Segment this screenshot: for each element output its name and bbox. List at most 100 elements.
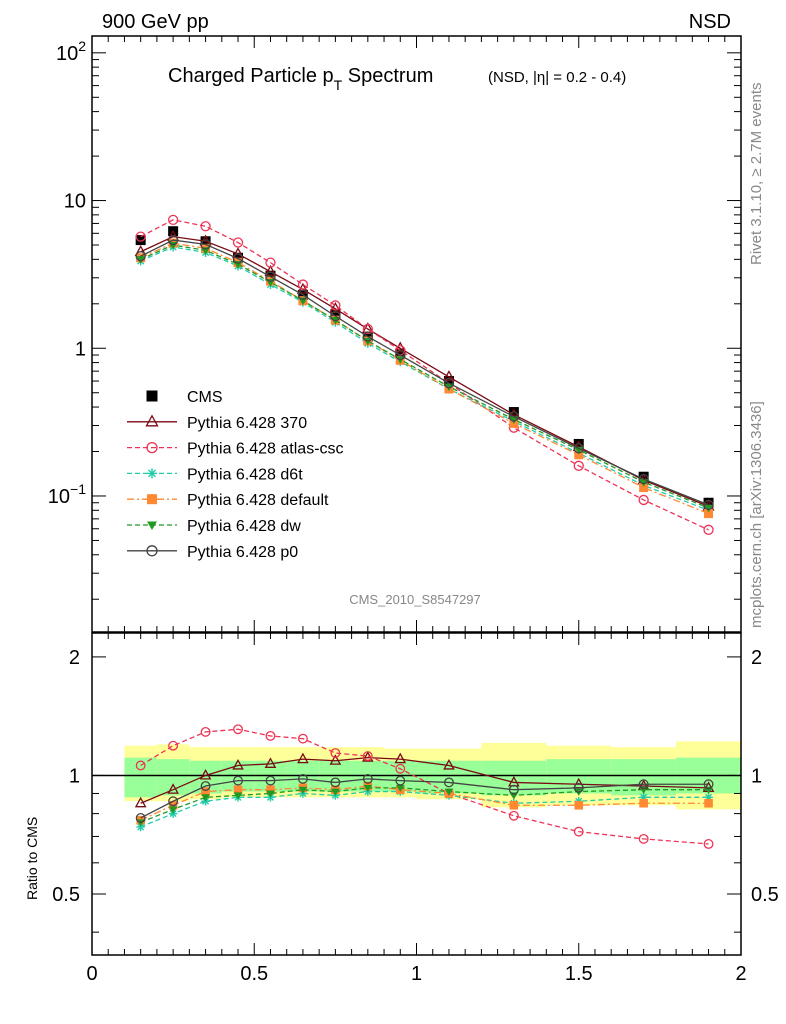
marker-circle [135, 251, 146, 262]
legend-label: Pythia 6.428 atlas-csc [187, 441, 344, 458]
marker-square [266, 785, 275, 795]
marker-triangle-down [444, 788, 454, 796]
marker-triangle-down [363, 784, 373, 793]
marker-triangle [199, 768, 212, 780]
ratio-y-tick-label: 0.5 [52, 884, 80, 906]
marker-triangle [264, 757, 277, 768]
main-plot-series [134, 214, 715, 535]
marker-triangle [297, 752, 309, 764]
marker-circle [330, 310, 341, 322]
marker-circle [200, 781, 211, 791]
ratio-line [140, 787, 709, 823]
marker-circle [265, 271, 276, 282]
ratio-line [140, 778, 709, 819]
marker-circle [135, 760, 146, 771]
marker-triangle [394, 341, 407, 353]
x-tick-label: 1 [411, 963, 422, 985]
legend-item: Pythia 6.428 dw [127, 518, 301, 535]
band-inner [416, 760, 482, 794]
marker-circle [233, 724, 243, 735]
legend-item: Pythia 6.428 370 [127, 414, 307, 432]
marker-circle [232, 253, 244, 264]
series-line [140, 244, 709, 509]
marker-circle [167, 214, 179, 226]
top-frame [91, 35, 742, 633]
tick-base: 10 [56, 43, 78, 65]
marker-star [704, 793, 713, 802]
marker-triangle-down [574, 446, 584, 455]
marker-star [147, 468, 157, 479]
marker-circle [146, 441, 158, 454]
marker-circle [146, 545, 158, 557]
marker-triangle-down [147, 521, 157, 530]
marker-circle [703, 499, 714, 511]
marker-square [704, 798, 713, 808]
marker-triangle [264, 264, 277, 276]
x-tick-label: 2 [735, 963, 746, 985]
marker-square [509, 800, 519, 810]
legend-item: Pythia 6.428 default [127, 492, 329, 509]
marker-circle [200, 221, 211, 232]
marker-square [395, 348, 406, 359]
marker-circle [297, 773, 308, 784]
marker-triangle-down [233, 792, 243, 800]
marker-circle [638, 779, 649, 790]
marker-circle [362, 323, 373, 335]
marker-circle [265, 257, 276, 268]
marker-circle [573, 443, 584, 454]
legend-label: Pythia 6.428 default [187, 492, 329, 509]
ratio-pythia-6-428-p0 [135, 773, 714, 823]
marker-circle [297, 289, 309, 300]
marker-triangle-down [331, 788, 340, 796]
tick-exponent: −1 [70, 481, 86, 497]
marker-circle [508, 411, 519, 422]
marker-circle [638, 473, 649, 485]
legend-item: Pythia 6.428 d6t [127, 466, 303, 483]
marker-square [639, 483, 649, 493]
marker-circle [395, 349, 406, 361]
plot-title-qualifier: (NSD, |η| = 0.2 - 0.4) [488, 69, 626, 86]
marker-circle [297, 733, 308, 744]
marker-circle [444, 777, 454, 788]
marker-circle [168, 796, 179, 807]
marker-triangle [232, 758, 244, 770]
marker-square [704, 509, 714, 519]
marker-circle [508, 784, 519, 795]
ratio-pythia-6-428-dw [136, 784, 713, 827]
series-pythia-6-428-dw [136, 241, 714, 513]
marker-circle [330, 748, 341, 758]
marker-square [146, 390, 158, 402]
marker-circle [362, 331, 373, 342]
ratio-y-tick-label-right: 1 [751, 765, 762, 787]
marker-square [639, 798, 648, 808]
header-right: NSD [689, 11, 731, 33]
marker-square [201, 787, 210, 796]
marker-square [135, 235, 146, 246]
marker-circle [167, 234, 179, 246]
marker-circle [638, 494, 649, 506]
legend-label: Pythia 6.428 p0 [187, 544, 298, 561]
legend-item: Pythia 6.428 atlas-csc [127, 441, 344, 458]
marker-triangle-down [298, 786, 308, 795]
marker-square [147, 494, 157, 505]
x-tick-label: 0.5 [240, 963, 268, 985]
analysis-watermark: CMS_2010_S8547297 [349, 592, 481, 607]
tick-base: 10 [48, 486, 70, 508]
ratio-line [140, 756, 709, 804]
marker-triangle [329, 754, 342, 765]
marker-circle [638, 833, 649, 844]
tick-exponent: 2 [78, 38, 86, 54]
legend-label: Pythia 6.428 d6t [187, 466, 303, 483]
marker-circle [135, 812, 146, 823]
series-pythia-6-428-p0 [135, 234, 714, 511]
marker-circle [265, 775, 276, 786]
ratio-line [140, 790, 709, 828]
series-line [140, 246, 709, 511]
axes [91, 35, 742, 956]
marker-circle [200, 239, 211, 250]
legend-label: Pythia 6.428 370 [187, 415, 307, 432]
marker-triangle [394, 752, 407, 764]
x-tick-label: 1.5 [565, 963, 593, 985]
marker-triangle-down [168, 806, 178, 814]
